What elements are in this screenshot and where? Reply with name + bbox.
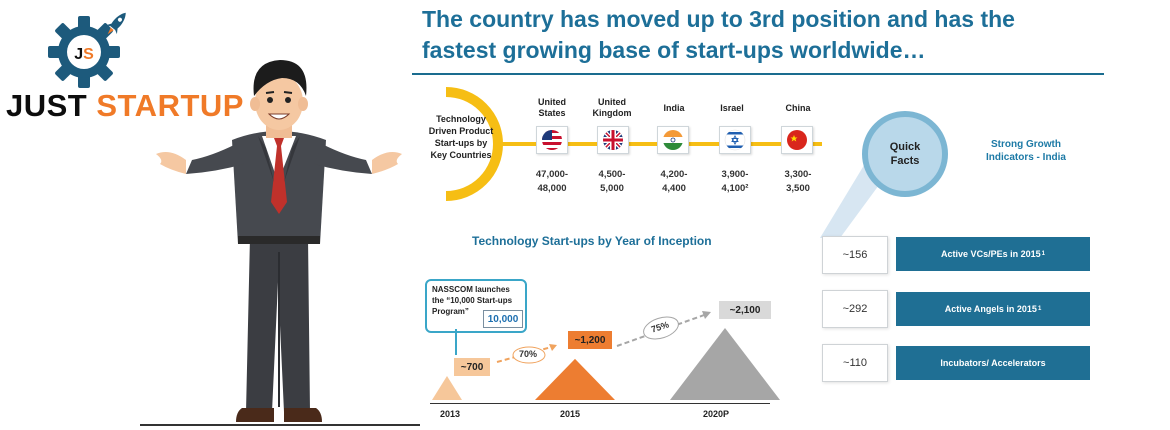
country-name: United Kingdom (592, 97, 632, 118)
uk-flag-icon (597, 126, 629, 154)
headline: The country has moved up to 3rd position… (422, 4, 1122, 66)
country-uk: United Kingdom (577, 97, 647, 119)
country-india: India (639, 103, 709, 114)
country-value-uk: 4,500- 5,000 (598, 169, 626, 194)
callout-line: Program” (432, 307, 469, 316)
fact-value: ~110 (822, 344, 888, 382)
country-value-china: 3,300- 3,500 (784, 169, 812, 194)
logo-wordmark: JUST STARTUP (6, 88, 244, 124)
inception-triangle-2020p (670, 328, 780, 400)
inception-title: Technology Start-ups by Year of Inceptio… (472, 234, 712, 248)
country-israel: Israel (697, 103, 767, 114)
country-name: United States (538, 97, 566, 118)
countries-label-line: Technology (436, 114, 486, 124)
year-2013: 2013 (440, 409, 461, 419)
value-2015: ~1,200 (568, 331, 612, 349)
nasscom-callout-text: NASSCOM launches the “10,000 Start-ups P… (432, 284, 518, 317)
headline-divider (412, 73, 1104, 75)
inception-marks (432, 328, 780, 400)
callout-line: the “10,000 Start-ups (432, 296, 513, 305)
quick-facts-title-line: Strong Growth (991, 139, 1061, 150)
logo-word-just: JUST (6, 88, 88, 123)
inception-chart (432, 311, 780, 400)
country-name: China (785, 103, 811, 113)
country-value-israel: 3,900- 4,100² (721, 169, 749, 194)
businessman-illustration (156, 60, 402, 422)
headline-line-2: fastest growing base of start-ups worldw… (422, 37, 926, 63)
inception-triangle-2015 (535, 358, 615, 400)
countries-label-line: Start-ups by (434, 138, 488, 148)
fact-label: Active VCs/PEs in 2015 1 (896, 237, 1090, 271)
countries-panel-label: Technology Driven Product Start-ups by K… (426, 113, 496, 161)
fact-value: ~156 (822, 236, 888, 274)
quick-facts-circle: Quick Facts (862, 111, 948, 197)
country-china: China (763, 103, 833, 114)
callout-pointer (455, 329, 457, 355)
quick-facts-text: Quick (889, 141, 921, 153)
countries-label-line: Driven Product (428, 126, 494, 136)
israel-flag-icon (719, 126, 751, 154)
growth-pct-1: 70% (519, 349, 538, 359)
fact-label: Active Angels in 2015 1 (896, 292, 1090, 326)
country-us: United States (517, 97, 587, 119)
inception-triangle-2013 (432, 376, 462, 400)
countries-label-line: Key Countries (430, 150, 492, 160)
ground-line (140, 424, 420, 426)
us-flag-icon (536, 126, 568, 154)
inception-axis (430, 403, 770, 404)
growth-arrow-1 (496, 345, 556, 363)
india-flag-icon (657, 126, 689, 154)
year-2020p: 2020P (703, 409, 730, 419)
callout-line: NASSCOM launches (432, 285, 510, 294)
logo-word-startup: STARTUP (96, 88, 244, 123)
quick-facts-title: Strong Growth Indicators - India (964, 138, 1088, 164)
value-2013: ~700 (454, 358, 490, 376)
country-value-us: 47,000- 48,000 (535, 169, 569, 194)
china-flag-icon (781, 126, 813, 154)
fact-value: ~292 (822, 290, 888, 328)
quick-facts-title-line: Indicators - India (985, 152, 1066, 163)
country-name: India (663, 103, 685, 113)
badge-10000-icon: 10,000 (483, 310, 523, 328)
year-2015: 2015 (560, 409, 581, 419)
country-value-india: 4,200- 4,400 (660, 169, 688, 194)
just-startup-logo-icon: JS (48, 12, 126, 88)
headline-line-1: The country has moved up to 3rd position… (422, 6, 1015, 32)
quick-facts-text: Facts (890, 155, 920, 167)
country-name: Israel (720, 103, 744, 113)
logo-initials: JS (74, 46, 94, 63)
value-2020p: ~2,100 (719, 301, 771, 319)
fact-label: Incubators/ Accelerators (896, 346, 1090, 380)
